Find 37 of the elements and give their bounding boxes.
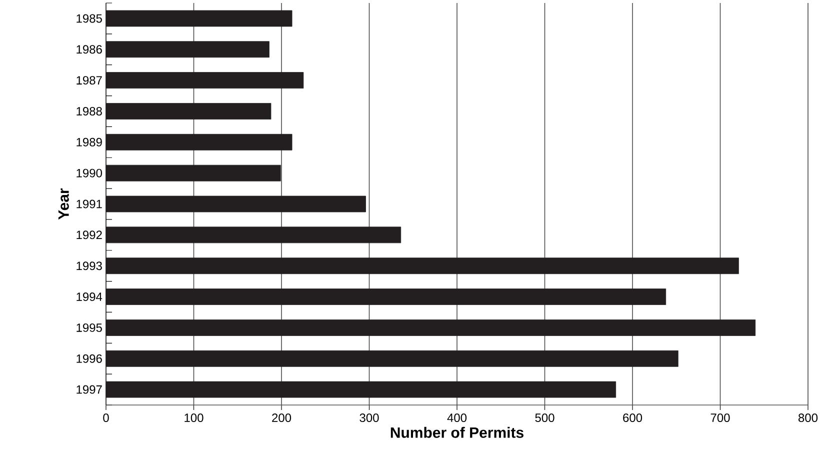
y-tick-label: 1996 — [76, 354, 102, 363]
y-tick-label: 1986 — [76, 45, 102, 54]
x-tick-label: 0 — [103, 414, 109, 422]
x-tick-label: 600 — [623, 414, 642, 422]
bar — [106, 226, 402, 244]
bar — [106, 288, 666, 305]
x-tick-label: 800 — [798, 414, 818, 422]
y-tick-label: 1995 — [76, 323, 102, 332]
y-tick-label: 1994 — [76, 292, 102, 302]
bar — [106, 72, 304, 89]
x-tick-label: 200 — [272, 414, 292, 422]
bar — [106, 41, 270, 58]
bar — [106, 164, 281, 182]
x-tick-label: 700 — [710, 414, 730, 422]
x-tick-label: 400 — [447, 414, 467, 422]
x-tick-label: 100 — [184, 414, 204, 422]
bar — [106, 196, 366, 212]
x-tick-label: 300 — [360, 414, 379, 422]
y-tick-label: 1988 — [76, 106, 102, 116]
bar — [106, 258, 739, 274]
x-axis-title: Number of Permits — [390, 426, 524, 438]
bar — [106, 103, 272, 120]
y-tick-label: 1985 — [76, 14, 102, 23]
bar — [106, 350, 678, 367]
bar — [106, 381, 616, 398]
y-tick-label: 1990 — [76, 168, 102, 178]
y-tick-label: 1992 — [76, 230, 102, 240]
y-tick-label: 1989 — [76, 138, 102, 146]
y-tick-label: 1991 — [76, 200, 102, 208]
y-axis-title: Year — [58, 188, 69, 220]
y-tick-label: 1987 — [76, 76, 102, 85]
y-tick-label: 1993 — [76, 262, 102, 270]
bar — [106, 10, 292, 27]
y-tick-label: 1997 — [76, 385, 102, 394]
bar — [106, 319, 756, 336]
x-tick-label: 500 — [535, 414, 554, 422]
bar — [106, 134, 292, 150]
